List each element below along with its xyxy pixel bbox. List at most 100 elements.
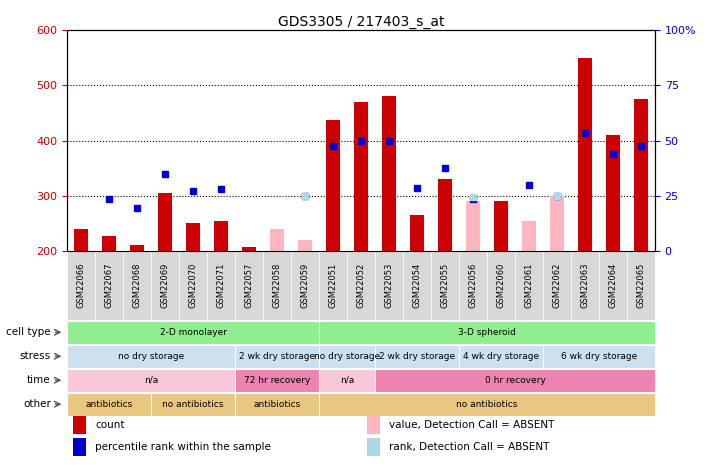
Bar [382,96,396,251]
Bar [235,345,319,368]
Bar [347,251,375,320]
Bar [96,251,123,320]
Bar [67,345,235,368]
Bar [67,369,235,392]
Text: 2 wk dry storage: 2 wk dry storage [239,352,315,361]
Text: GSM22056: GSM22056 [469,263,477,308]
Bar [67,251,96,320]
Text: GSM22067: GSM22067 [105,263,114,308]
Text: no antibiotics: no antibiotics [457,400,518,409]
Text: GSM22065: GSM22065 [636,263,646,308]
Text: GSM22060: GSM22060 [496,263,506,308]
Text: n/a: n/a [144,376,159,385]
Bar [102,235,116,251]
Bar [270,229,284,251]
Bar [207,251,235,320]
Text: GSM22051: GSM22051 [329,263,338,308]
Text: 2 wk dry storage: 2 wk dry storage [379,352,455,361]
Bar [152,393,235,416]
Text: GSM22052: GSM22052 [357,263,365,308]
Text: count: count [95,420,125,430]
Bar [543,345,655,368]
Bar [67,321,319,344]
Bar [403,251,431,320]
Text: GSM22069: GSM22069 [161,263,170,308]
Bar [634,99,648,251]
Text: GSM22053: GSM22053 [384,263,394,308]
Text: rank, Detection Call = ABSENT: rank, Detection Call = ABSENT [389,442,549,452]
Bar [158,193,172,251]
Text: GSM22059: GSM22059 [301,263,309,308]
Bar [438,179,452,251]
Bar [326,120,340,251]
Bar [550,196,564,251]
Text: GSM22064: GSM22064 [608,263,617,308]
Bar [215,220,228,251]
Text: percentile rank within the sample: percentile rank within the sample [95,442,270,452]
Bar [543,251,571,320]
Bar [375,251,403,320]
Text: 2-D monolayer: 2-D monolayer [160,328,227,337]
Bar [375,345,459,368]
Bar [494,201,508,251]
Bar [123,251,152,320]
Bar [354,102,368,251]
Bar [319,369,375,392]
Bar [319,251,347,320]
Bar [298,240,312,251]
Text: GSM22057: GSM22057 [245,263,253,308]
Bar [152,251,179,320]
Text: GSM22055: GSM22055 [440,263,450,308]
Text: GSM22066: GSM22066 [76,263,86,308]
Bar [627,251,655,320]
Bar [606,135,620,251]
Bar [235,393,319,416]
Bar [571,251,599,320]
Bar [242,247,256,251]
Bar [319,345,375,368]
Text: 4 wk dry storage: 4 wk dry storage [463,352,539,361]
Text: GSM22054: GSM22054 [413,263,421,308]
Text: GSM22058: GSM22058 [273,263,282,308]
Bar [431,251,459,320]
Bar [515,251,543,320]
Text: 0 hr recovery: 0 hr recovery [484,376,545,385]
Text: GSM22070: GSM22070 [189,263,198,308]
Text: 72 hr recovery: 72 hr recovery [244,376,310,385]
Bar [367,416,380,434]
Bar [487,251,515,320]
Bar [130,246,144,251]
Text: value, Detection Call = ABSENT: value, Detection Call = ABSENT [389,420,554,430]
Bar [319,321,655,344]
Bar [466,201,480,251]
Bar [367,438,380,456]
Text: GSM22061: GSM22061 [525,263,533,308]
Bar [319,393,655,416]
Text: GSM22071: GSM22071 [217,263,226,308]
Text: time: time [27,375,51,385]
Text: GSM22068: GSM22068 [132,263,142,308]
Bar [599,251,627,320]
Bar [522,220,536,251]
Bar [291,251,319,320]
Text: cell type: cell type [6,327,51,337]
Bar [186,223,200,251]
Title: GDS3305 / 217403_s_at: GDS3305 / 217403_s_at [278,15,445,29]
Bar [459,251,487,320]
Text: other: other [23,399,51,409]
Bar [459,345,543,368]
Bar [263,251,291,320]
Bar [410,215,424,251]
Text: GSM22062: GSM22062 [552,263,561,308]
Text: no dry storage: no dry storage [118,352,184,361]
Text: antibiotics: antibiotics [86,400,133,409]
Bar [375,369,655,392]
Text: stress: stress [20,351,51,361]
Text: 3-D spheroid: 3-D spheroid [458,328,516,337]
Text: antibiotics: antibiotics [253,400,301,409]
Bar [67,393,152,416]
Bar [179,251,207,320]
Bar [73,438,86,456]
Bar [74,229,88,251]
Text: no dry storage: no dry storage [314,352,380,361]
